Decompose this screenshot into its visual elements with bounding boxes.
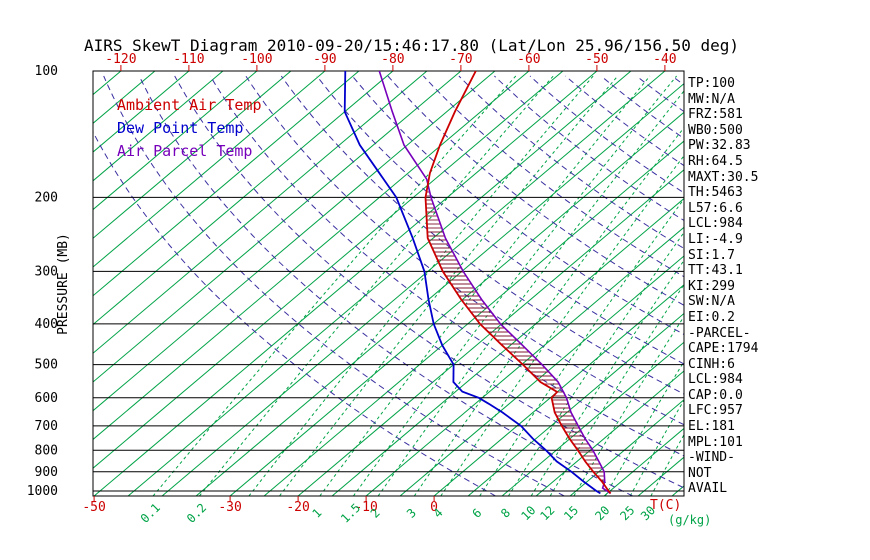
- stat-mw-n-a: MW:N/A: [688, 91, 735, 107]
- pressure-tick-label: 200: [35, 190, 58, 205]
- bottom-temp-label: -20: [286, 500, 309, 515]
- pressure-tick-label: 900: [35, 465, 58, 480]
- mixing-ratio-label: 15: [561, 503, 581, 523]
- top-temp-label: -120: [105, 52, 136, 67]
- pressure-tick-label: 800: [35, 443, 58, 458]
- pressure-tick-label: 500: [35, 358, 58, 373]
- pressure-tick-label: 400: [35, 317, 58, 332]
- stat-li-4-9: LI:-4.9: [688, 231, 743, 247]
- pressure-tick-label: 1000: [27, 484, 58, 499]
- stat-cap-0-0: CAP:0.0: [688, 387, 743, 403]
- stat-lfc-957: LFC:957: [688, 403, 743, 419]
- stat-th-5463: TH:5463: [688, 185, 743, 201]
- mixing-ratio-label: 6: [469, 506, 484, 521]
- pressure-tick-label: 300: [35, 264, 58, 279]
- mixing-ratio-label: 10: [518, 503, 538, 523]
- mixing-ratio-label: 4: [431, 506, 446, 521]
- mixing-ratio-label: 0.1: [138, 501, 163, 526]
- isotherm-lines: [93, 71, 684, 496]
- mixing-ratio-label: 1: [309, 506, 324, 521]
- top-temp-label: -40: [653, 52, 676, 67]
- bottom-temp-ticks: [93, 496, 435, 501]
- legend-ambient-air-temp: Ambient Air Temp: [117, 96, 262, 114]
- top-temp-label: -90: [313, 52, 336, 67]
- legend-air-parcel-temp: Air Parcel Temp: [117, 142, 253, 160]
- top-temp-label: -60: [517, 52, 540, 67]
- top-temp-label: -70: [449, 52, 472, 67]
- mixing-ratio-label: 0.2: [184, 501, 209, 526]
- plot-border: [92, 70, 685, 497]
- bottom-temp-label: -50: [82, 500, 105, 515]
- top-temp-ticks: [120, 65, 666, 71]
- air-parcel-temp-curve: [378, 71, 612, 495]
- top-temp-label: -50: [585, 52, 608, 67]
- stat-avail: AVAIL: [688, 481, 728, 497]
- temp-unit-label: T(C): [650, 498, 681, 513]
- top-temp-label: -80: [381, 52, 404, 67]
- stat-ki-299: KI:299: [688, 278, 735, 294]
- cape-hatch: [425, 187, 605, 481]
- pressure-tick-label: 600: [35, 391, 58, 406]
- chart-title: AIRS SkewT Diagram 2010-09-20/15:46:17.8…: [84, 36, 740, 55]
- stat-tt-43-1: TT:43.1: [688, 263, 743, 279]
- top-temp-label: -100: [241, 52, 272, 67]
- mixing-ratio-unit-label: (g/kg): [668, 513, 711, 527]
- top-temp-label: -110: [173, 52, 204, 67]
- pressure-axis-title: PRESSURE (MB): [56, 233, 71, 335]
- mixing-ratio-label: 8: [498, 506, 513, 521]
- stat-el-181: EL:181: [688, 419, 735, 435]
- stat-not: NOT: [688, 465, 712, 481]
- stat-parcel: -PARCEL-: [688, 325, 751, 341]
- stat-lcl-984: LCL:984: [688, 372, 743, 388]
- stat-ei-0-2: EI:0.2: [688, 309, 735, 325]
- mixing-ratio-label: 20: [592, 503, 612, 523]
- stat-maxt-30-5: MAXT:30.5: [688, 169, 759, 185]
- stat-pw-32-83: PW:32.83: [688, 138, 751, 154]
- stat-cape-1794: CAPE:1794: [688, 341, 759, 357]
- stat-sw-n-a: SW:N/A: [688, 294, 735, 310]
- legend-dew-point-temp: Dew Point Temp: [117, 119, 244, 137]
- stat-frz-581: FRZ:581: [688, 107, 743, 123]
- ambient-temp-curve: [424, 71, 612, 494]
- mixing-ratio-label: 12: [537, 503, 557, 523]
- stats-panel: TP:100 MW:N/A FRZ:581 WB0:500 PW:32.83 RH:64.…: [688, 76, 758, 497]
- stat-tp-100: TP:100: [688, 76, 735, 91]
- stat-cinh-6: CINH:6: [688, 356, 735, 372]
- stat-si-1-7: SI:1.7: [688, 247, 735, 263]
- stat-wind: -WIND-: [688, 450, 735, 466]
- bottom-temp-label: -10: [354, 500, 377, 515]
- chart-legend: Ambient Air Temp Dew Point Temp Air Parc…: [117, 94, 262, 163]
- pressure-tick-label: 700: [35, 419, 58, 434]
- stat-wb0-500: WB0:500: [688, 122, 743, 138]
- stat-l57-6-6: L57:6.6: [688, 200, 743, 216]
- mixing-ratio-label: 25: [617, 503, 637, 523]
- mixing-ratio-label: 3: [404, 506, 419, 521]
- stat-rh-64-5: RH:64.5: [688, 153, 743, 169]
- bottom-temp-label: -30: [218, 500, 241, 515]
- pressure-tick-label: 100: [35, 64, 58, 79]
- dew-point-curve: [343, 71, 601, 495]
- stat-mpl-101: MPL:101: [688, 434, 743, 450]
- stat-lcl-984: LCL:984: [688, 216, 743, 232]
- bottom-temp-label: 0: [430, 500, 438, 515]
